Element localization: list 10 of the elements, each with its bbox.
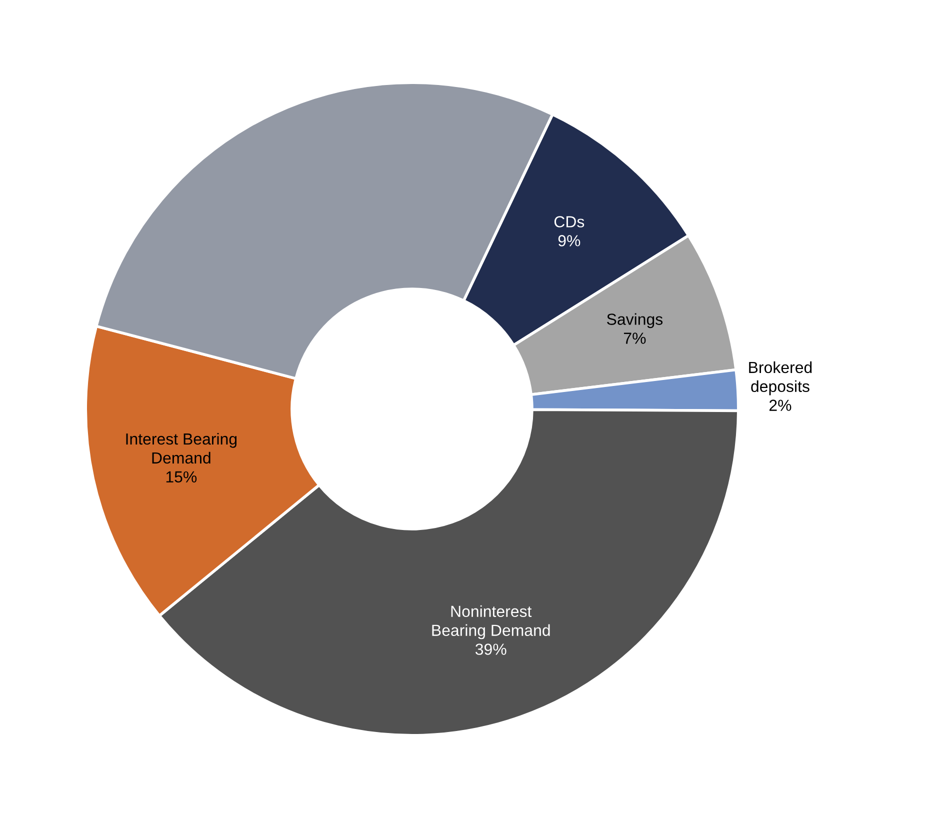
data-label: 7%	[624, 332, 646, 344]
slice-label: Brokered deposits	[749, 361, 812, 396]
data-label: 9%	[558, 235, 580, 246]
slice-label: Noninterest Bearing Demand	[432, 605, 550, 640]
data-label: 15%	[166, 471, 197, 483]
slice-label: CDs	[554, 216, 584, 228]
data-label: 2%	[769, 400, 792, 411]
slice-label: Interest Bearing Demand	[126, 432, 237, 464]
data-label: 39%	[475, 644, 506, 655]
slice-label: Savings	[607, 313, 663, 328]
